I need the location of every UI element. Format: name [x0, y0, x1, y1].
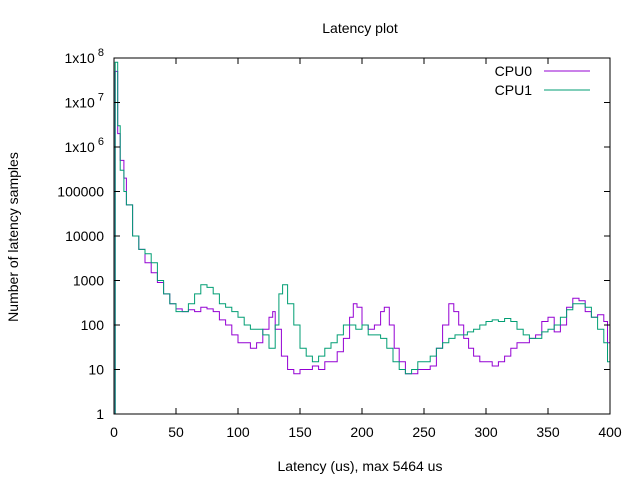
- y-tick-label-base: 1x10: [64, 95, 95, 111]
- x-tick-label: 0: [110, 424, 118, 440]
- x-tick-label: 400: [598, 424, 622, 440]
- y-tick-label: 1x10 6: [64, 136, 104, 155]
- y-tick-label: 100000: [57, 184, 104, 200]
- legend: CPU0 CPU1: [495, 63, 590, 98]
- y-tick-label: 1: [96, 406, 104, 422]
- y-tick-label: 10: [88, 362, 104, 378]
- y-tick-label-base: 1x10: [64, 139, 95, 155]
- x-tick-label: 50: [168, 424, 184, 440]
- x-tick-label: 100: [226, 424, 250, 440]
- axis-ticks: 0 50 100 150 200 250 300 350 400 1 10 100 1000 10000 1…: [57, 47, 622, 440]
- y-tick-label-exponent: 8: [95, 47, 104, 59]
- y-axis-label: Number of latency samples: [5, 152, 21, 322]
- x-tick-label: 250: [412, 424, 436, 440]
- chart-title: Latency plot: [322, 20, 398, 36]
- legend-label-cpu1: CPU1: [495, 82, 533, 98]
- x-tick-label: 150: [288, 424, 312, 440]
- y-tick-label: 1x10 8: [64, 47, 104, 66]
- x-tick-label: 200: [350, 424, 374, 440]
- series-line-cpu1: [114, 61, 611, 415]
- legend-label-cpu0: CPU0: [495, 63, 533, 79]
- x-tick-label: 350: [536, 424, 560, 440]
- y-tick-label-exponent: 7: [95, 92, 104, 104]
- x-axis-label: Latency (us), max 5464 us: [278, 458, 443, 474]
- y-tick-label-base: 1x10: [64, 50, 95, 66]
- y-tick-label-exponent: 6: [95, 136, 104, 148]
- y-tick-label: 1000: [73, 273, 104, 289]
- x-tick-label: 300: [474, 424, 498, 440]
- y-tick-label: 100: [81, 317, 105, 333]
- y-tick-label: 1x10 7: [64, 92, 104, 111]
- y-tick-label: 10000: [65, 228, 104, 244]
- plot-area: [114, 61, 611, 415]
